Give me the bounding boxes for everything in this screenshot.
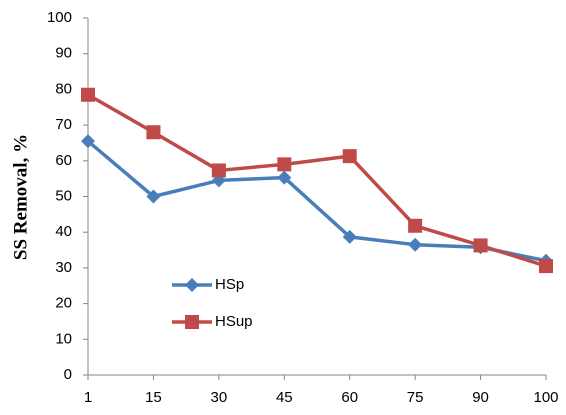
y-axis-label: SS Removal, % — [10, 134, 31, 260]
y-tick-label: 60 — [55, 152, 72, 169]
x-tick-label: 1 — [84, 389, 92, 406]
data-point — [473, 238, 488, 253]
y-tick-label: 50 — [55, 187, 72, 204]
x-tick-label: 60 — [341, 389, 358, 406]
y-tick-label: 20 — [55, 295, 72, 312]
y-tick-label: 70 — [55, 116, 72, 133]
y-tick-label: 30 — [55, 259, 72, 276]
data-point — [146, 189, 161, 204]
legend-marker — [185, 315, 199, 329]
y-tick-label: 0 — [64, 366, 72, 383]
legend-marker — [185, 278, 199, 292]
data-point — [81, 87, 95, 102]
y-tick-label: 100 — [47, 9, 72, 26]
data-point — [342, 229, 357, 244]
legend-label: HSup — [215, 313, 253, 330]
data-point — [342, 149, 357, 164]
x-tick-label: 100 — [533, 389, 558, 406]
data-point — [146, 125, 161, 140]
data-point — [277, 157, 292, 172]
x-tick-label: 30 — [211, 389, 228, 406]
x-tick-label: 75 — [407, 389, 424, 406]
y-tick-label: 10 — [55, 330, 72, 347]
x-tick-label: 45 — [276, 389, 293, 406]
legend-label: HSp — [215, 276, 244, 293]
y-tick-label: 90 — [55, 45, 72, 62]
y-tick-label: 40 — [55, 223, 72, 240]
x-tick-label: 15 — [145, 389, 162, 406]
data-point — [81, 134, 95, 149]
series-line — [87, 93, 547, 268]
y-tick-label: 80 — [55, 80, 72, 97]
data-point — [408, 218, 423, 233]
data-point — [277, 170, 292, 185]
data-point — [408, 237, 423, 252]
data-point — [211, 163, 226, 178]
x-tick-label: 90 — [472, 389, 489, 406]
series-line — [86, 139, 547, 263]
data-point — [539, 259, 553, 274]
